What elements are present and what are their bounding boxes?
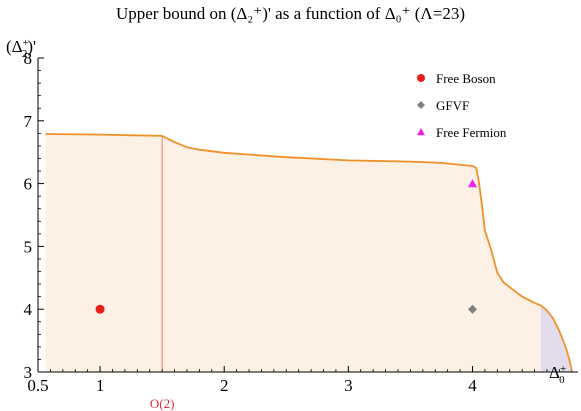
y-tick-label: 6 — [24, 175, 33, 194]
y-tick-label: 5 — [24, 237, 33, 256]
y-tick-label: 3 — [24, 363, 33, 382]
curve-layer — [45, 133, 573, 371]
x-tick-label: 3 — [344, 376, 353, 395]
x-tick-label: 2 — [220, 376, 229, 395]
shaded-region — [540, 305, 572, 372]
free-fermion-point — [467, 179, 477, 188]
axis-labels-layer: (Δ+ 2)' Δ+ 0 — [6, 37, 566, 386]
annotation-label: O(2) — [150, 396, 175, 411]
chart-title: Upper bound on (Δ₂⁺)' as a function of Δ… — [115, 4, 466, 23]
axes-layer: 0.5 1 2 3 4 3 4 5 6 7 8 — [24, 49, 578, 395]
free-fermion-legend-label: Free Fermion — [436, 125, 507, 140]
gfvf-legend-label: GFVF — [436, 98, 469, 113]
allowed-region — [45, 134, 572, 372]
x-axis-title: Δ+ 0 — [549, 363, 566, 386]
gfvf-point — [467, 304, 477, 314]
legend: Free Boson GFVF Free Fermion — [417, 71, 507, 140]
y-axis-title: (Δ+ 2)' — [6, 37, 36, 60]
free-fermion-legend-marker — [417, 128, 425, 136]
free-boson-point — [95, 304, 105, 314]
gfvf-legend-marker — [417, 101, 425, 109]
x-tick-label: 4 — [468, 376, 477, 395]
x-tick-label: 1 — [96, 376, 105, 395]
x-tick-label: 0.5 — [27, 376, 48, 395]
y-tick-label: 4 — [24, 300, 33, 319]
fill-layer — [45, 134, 572, 372]
free-boson-legend-label: Free Boson — [436, 71, 496, 86]
y-tick-label: 7 — [24, 112, 33, 131]
points-layer — [95, 179, 477, 314]
y-tick-label: 8 — [24, 49, 33, 68]
annotation-layer: O(2) — [150, 135, 175, 411]
upper-bound-curve — [45, 133, 573, 371]
free-boson-legend-marker — [417, 74, 425, 82]
